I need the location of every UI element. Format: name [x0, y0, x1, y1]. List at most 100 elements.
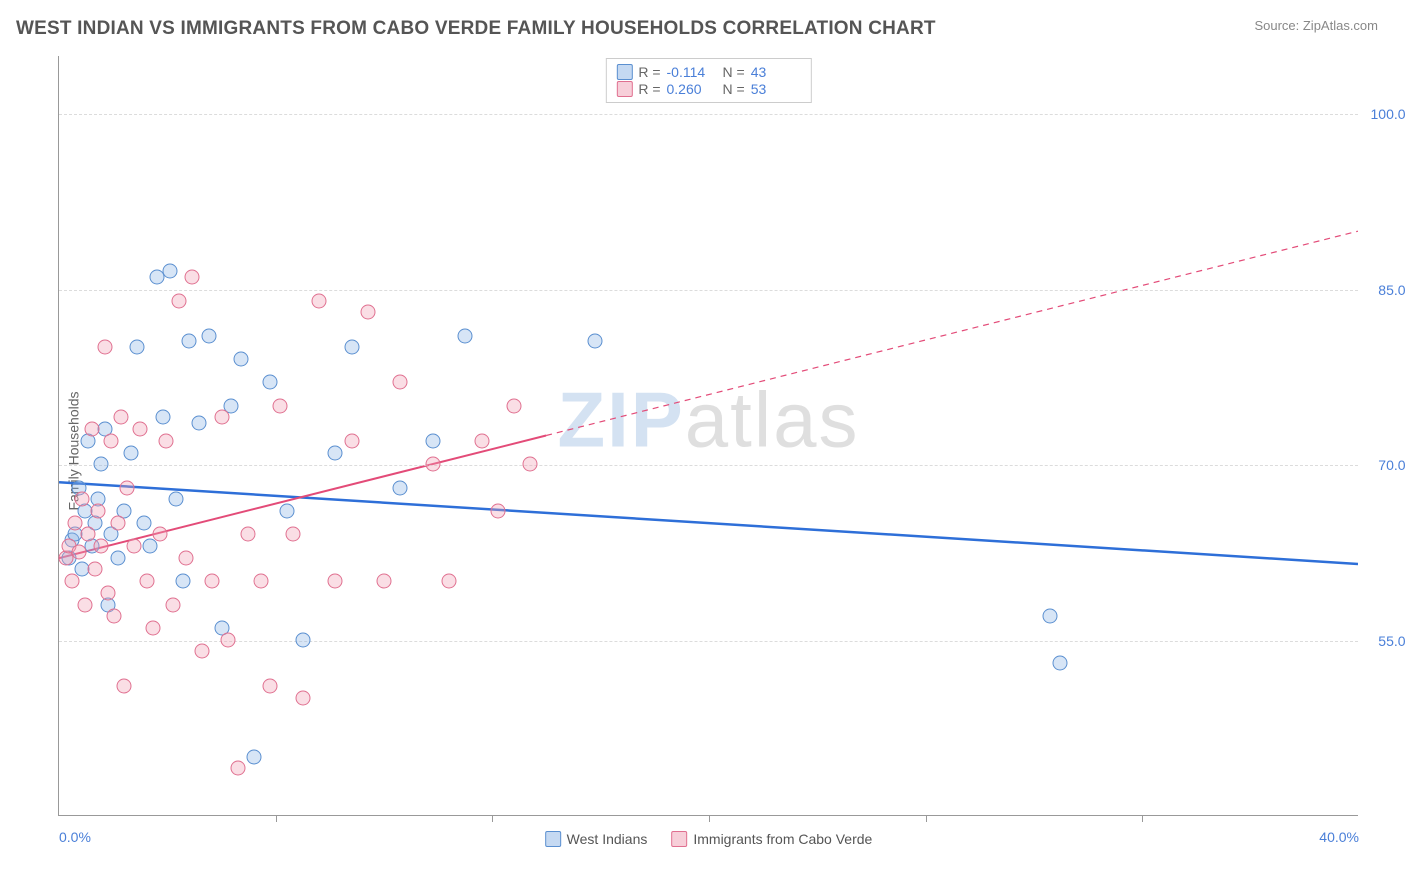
data-point-pink	[328, 574, 343, 589]
data-point-pink	[253, 574, 268, 589]
data-point-pink	[393, 375, 408, 390]
chart-header: WEST INDIAN VS IMMIGRANTS FROM CABO VERD…	[0, 0, 1406, 50]
data-point-pink	[195, 644, 210, 659]
data-point-blue	[191, 416, 206, 431]
data-point-blue	[136, 515, 151, 530]
data-point-pink	[113, 410, 128, 425]
data-point-pink	[81, 527, 96, 542]
swatch-blue-icon	[616, 64, 632, 80]
n-value-0: 43	[751, 64, 801, 80]
ytick-label: 100.0%	[1363, 106, 1406, 122]
data-point-pink	[240, 527, 255, 542]
data-point-blue	[425, 433, 440, 448]
data-point-blue	[110, 550, 125, 565]
data-point-pink	[146, 620, 161, 635]
gridline-h	[59, 290, 1358, 291]
xtick-minor	[1142, 815, 1143, 822]
data-point-pink	[344, 433, 359, 448]
data-point-pink	[120, 480, 135, 495]
data-point-blue	[458, 328, 473, 343]
data-point-blue	[344, 340, 359, 355]
data-point-pink	[97, 340, 112, 355]
data-point-blue	[182, 334, 197, 349]
data-point-blue	[201, 328, 216, 343]
xtick-minor	[492, 815, 493, 822]
source-name: ZipAtlas.com	[1303, 18, 1378, 33]
xtick-minor	[709, 815, 710, 822]
data-point-pink	[74, 492, 89, 507]
r-label: R =	[638, 81, 660, 97]
legend-item-0: West Indians	[545, 831, 648, 847]
data-point-pink	[68, 515, 83, 530]
trend-line-pink-dashed	[546, 231, 1358, 435]
watermark-part1: ZIP	[557, 376, 684, 464]
r-value-0: -0.114	[667, 64, 717, 80]
data-point-pink	[71, 544, 86, 559]
swatch-blue-icon	[545, 831, 561, 847]
r-value-1: 0.260	[667, 81, 717, 97]
data-point-pink	[117, 679, 132, 694]
legend-label-0: West Indians	[567, 831, 648, 847]
data-point-blue	[393, 480, 408, 495]
source-prefix: Source:	[1254, 18, 1302, 33]
trend-lines-layer	[59, 56, 1358, 815]
data-point-pink	[107, 609, 122, 624]
data-point-pink	[152, 527, 167, 542]
data-point-blue	[162, 264, 177, 279]
data-point-pink	[84, 422, 99, 437]
data-point-pink	[523, 457, 538, 472]
ytick-label: 55.0%	[1363, 633, 1406, 649]
data-point-blue	[94, 457, 109, 472]
stats-row-series-0: R = -0.114 N = 43	[616, 64, 800, 80]
data-point-blue	[123, 445, 138, 460]
data-point-pink	[65, 574, 80, 589]
data-point-pink	[133, 422, 148, 437]
data-point-pink	[87, 562, 102, 577]
data-point-pink	[100, 585, 115, 600]
swatch-pink-icon	[616, 81, 632, 97]
data-point-blue	[247, 749, 262, 764]
data-point-pink	[442, 574, 457, 589]
stats-legend-box: R = -0.114 N = 43 R = 0.260 N = 53	[605, 58, 811, 103]
xtick-label: 0.0%	[59, 829, 91, 845]
data-point-blue	[588, 334, 603, 349]
data-point-pink	[165, 597, 180, 612]
chart-title: WEST INDIAN VS IMMIGRANTS FROM CABO VERD…	[16, 18, 936, 40]
data-point-pink	[110, 515, 125, 530]
chart-area: Family Households ZIPatlas R = -0.114 N …	[48, 56, 1388, 846]
data-point-blue	[328, 445, 343, 460]
ytick-label: 85.0%	[1363, 282, 1406, 298]
data-point-blue	[130, 340, 145, 355]
swatch-pink-icon	[671, 831, 687, 847]
data-point-blue	[1053, 656, 1068, 671]
data-point-pink	[273, 398, 288, 413]
n-label: N =	[723, 64, 745, 80]
data-point-blue	[169, 492, 184, 507]
data-point-blue	[263, 375, 278, 390]
data-point-blue	[1043, 609, 1058, 624]
data-point-pink	[360, 305, 375, 320]
legend-item-1: Immigrants from Cabo Verde	[671, 831, 872, 847]
data-point-pink	[159, 433, 174, 448]
stats-row-series-1: R = 0.260 N = 53	[616, 81, 800, 97]
data-point-blue	[156, 410, 171, 425]
data-point-pink	[312, 293, 327, 308]
data-point-pink	[78, 597, 93, 612]
data-point-pink	[425, 457, 440, 472]
source-attribution: Source: ZipAtlas.com	[1254, 18, 1378, 33]
plot-region: ZIPatlas R = -0.114 N = 43 R = 0.260 N =…	[58, 56, 1358, 816]
legend-label-1: Immigrants from Cabo Verde	[693, 831, 872, 847]
gridline-h	[59, 641, 1358, 642]
watermark-part2: atlas	[685, 376, 860, 464]
xtick-minor	[926, 815, 927, 822]
data-point-pink	[214, 410, 229, 425]
watermark: ZIPatlas	[557, 375, 859, 466]
data-point-pink	[263, 679, 278, 694]
gridline-h	[59, 114, 1358, 115]
data-point-pink	[91, 504, 106, 519]
data-point-blue	[295, 632, 310, 647]
data-point-pink	[94, 539, 109, 554]
n-value-1: 53	[751, 81, 801, 97]
trend-line-blue	[59, 482, 1358, 564]
data-point-pink	[178, 550, 193, 565]
